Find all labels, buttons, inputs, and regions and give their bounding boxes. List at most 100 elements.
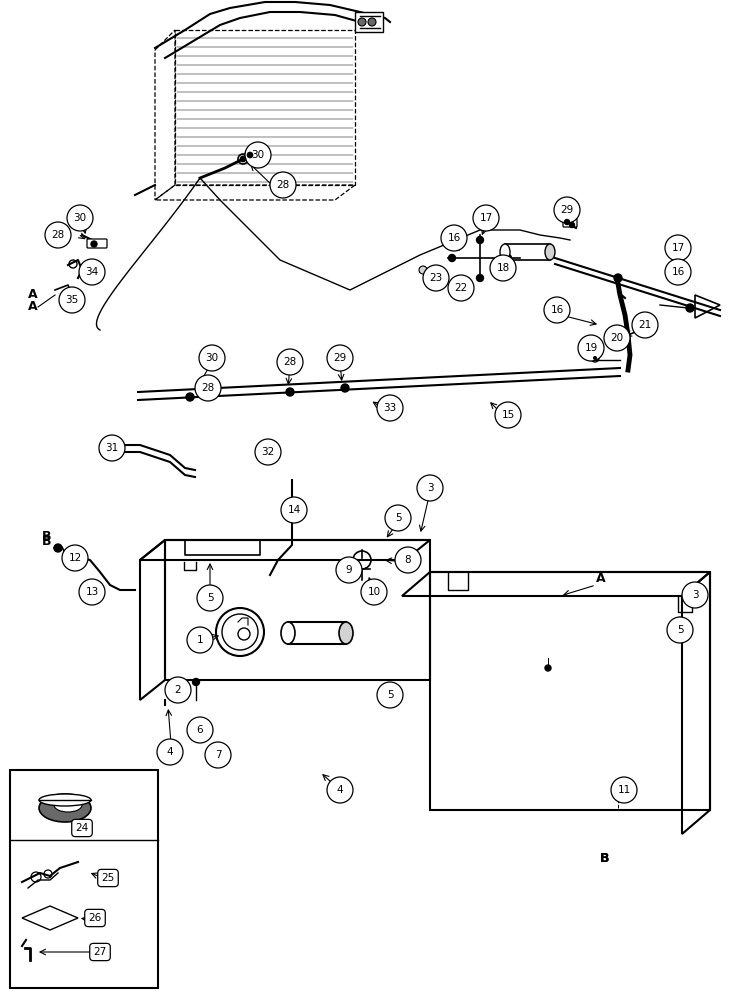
Circle shape [504, 254, 512, 261]
Circle shape [473, 205, 499, 231]
Text: B: B [42, 535, 52, 548]
Text: 19: 19 [584, 343, 598, 353]
Circle shape [565, 220, 570, 225]
Circle shape [91, 241, 97, 247]
Circle shape [240, 156, 246, 162]
Circle shape [423, 265, 449, 291]
Circle shape [545, 665, 551, 671]
Circle shape [286, 388, 294, 396]
Ellipse shape [281, 622, 295, 644]
Ellipse shape [39, 794, 91, 822]
Text: A: A [28, 300, 38, 313]
Circle shape [615, 790, 621, 798]
Circle shape [281, 497, 307, 523]
Circle shape [490, 255, 516, 281]
Text: 28: 28 [52, 230, 65, 240]
Circle shape [79, 579, 105, 605]
Text: 5: 5 [676, 625, 683, 635]
Text: 26: 26 [88, 913, 102, 923]
Circle shape [448, 254, 456, 261]
Text: 29: 29 [560, 205, 573, 215]
Text: 32: 32 [261, 447, 275, 457]
Circle shape [578, 335, 604, 361]
Circle shape [358, 18, 366, 26]
Text: B: B [600, 852, 609, 865]
Text: 16: 16 [447, 233, 461, 243]
Circle shape [54, 544, 62, 552]
Circle shape [682, 582, 708, 608]
Circle shape [554, 197, 580, 223]
Text: 27: 27 [93, 947, 107, 957]
Text: 30: 30 [252, 150, 264, 160]
Text: 31: 31 [105, 443, 118, 453]
Text: 25: 25 [102, 873, 115, 883]
Text: 28: 28 [283, 357, 297, 367]
Circle shape [361, 579, 387, 605]
Circle shape [336, 557, 362, 583]
Circle shape [665, 259, 691, 285]
Circle shape [255, 439, 281, 465]
Circle shape [62, 545, 88, 571]
FancyBboxPatch shape [87, 239, 107, 248]
Circle shape [377, 682, 403, 708]
Circle shape [247, 152, 253, 158]
Circle shape [199, 722, 205, 728]
Ellipse shape [545, 244, 555, 260]
Circle shape [195, 375, 221, 401]
Text: 11: 11 [618, 785, 631, 795]
Circle shape [327, 777, 353, 803]
Circle shape [197, 585, 223, 611]
Circle shape [245, 142, 271, 168]
Circle shape [187, 627, 213, 653]
Text: 28: 28 [202, 383, 215, 393]
Circle shape [385, 505, 411, 531]
Ellipse shape [39, 794, 91, 806]
Text: 13: 13 [85, 587, 99, 597]
Text: 18: 18 [496, 263, 509, 273]
Ellipse shape [339, 622, 353, 644]
Text: 1: 1 [197, 635, 203, 645]
Text: 22: 22 [454, 283, 467, 293]
Circle shape [165, 677, 191, 703]
Text: 17: 17 [479, 213, 492, 223]
Text: 9: 9 [346, 565, 353, 575]
Text: 20: 20 [610, 333, 623, 343]
Text: 6: 6 [197, 725, 203, 735]
Text: 29: 29 [333, 353, 347, 363]
Circle shape [448, 275, 474, 301]
Circle shape [157, 739, 183, 765]
Text: 7: 7 [215, 750, 222, 760]
Circle shape [476, 236, 484, 243]
Circle shape [67, 205, 93, 231]
Circle shape [368, 18, 376, 26]
Text: 33: 33 [383, 403, 397, 413]
Text: A: A [28, 288, 38, 301]
Text: 24: 24 [75, 823, 88, 833]
FancyBboxPatch shape [563, 217, 577, 227]
Circle shape [441, 225, 467, 251]
Circle shape [59, 287, 85, 313]
Circle shape [614, 274, 622, 282]
Text: 15: 15 [501, 410, 514, 420]
Circle shape [495, 402, 521, 428]
Text: 4: 4 [166, 747, 173, 757]
Circle shape [544, 297, 570, 323]
Text: 10: 10 [367, 587, 381, 597]
Circle shape [288, 504, 297, 512]
Text: 17: 17 [671, 243, 684, 253]
Text: 23: 23 [429, 273, 442, 283]
Text: 5: 5 [386, 690, 393, 700]
Circle shape [632, 312, 658, 338]
FancyBboxPatch shape [10, 770, 158, 988]
Circle shape [187, 717, 213, 743]
Text: 21: 21 [638, 320, 651, 330]
Text: 30: 30 [205, 353, 219, 363]
Circle shape [186, 393, 194, 401]
Text: B: B [42, 530, 52, 543]
Circle shape [199, 345, 225, 371]
Text: 35: 35 [66, 295, 79, 305]
Circle shape [417, 475, 443, 501]
Circle shape [395, 547, 421, 573]
Circle shape [476, 274, 484, 282]
Circle shape [667, 617, 693, 643]
